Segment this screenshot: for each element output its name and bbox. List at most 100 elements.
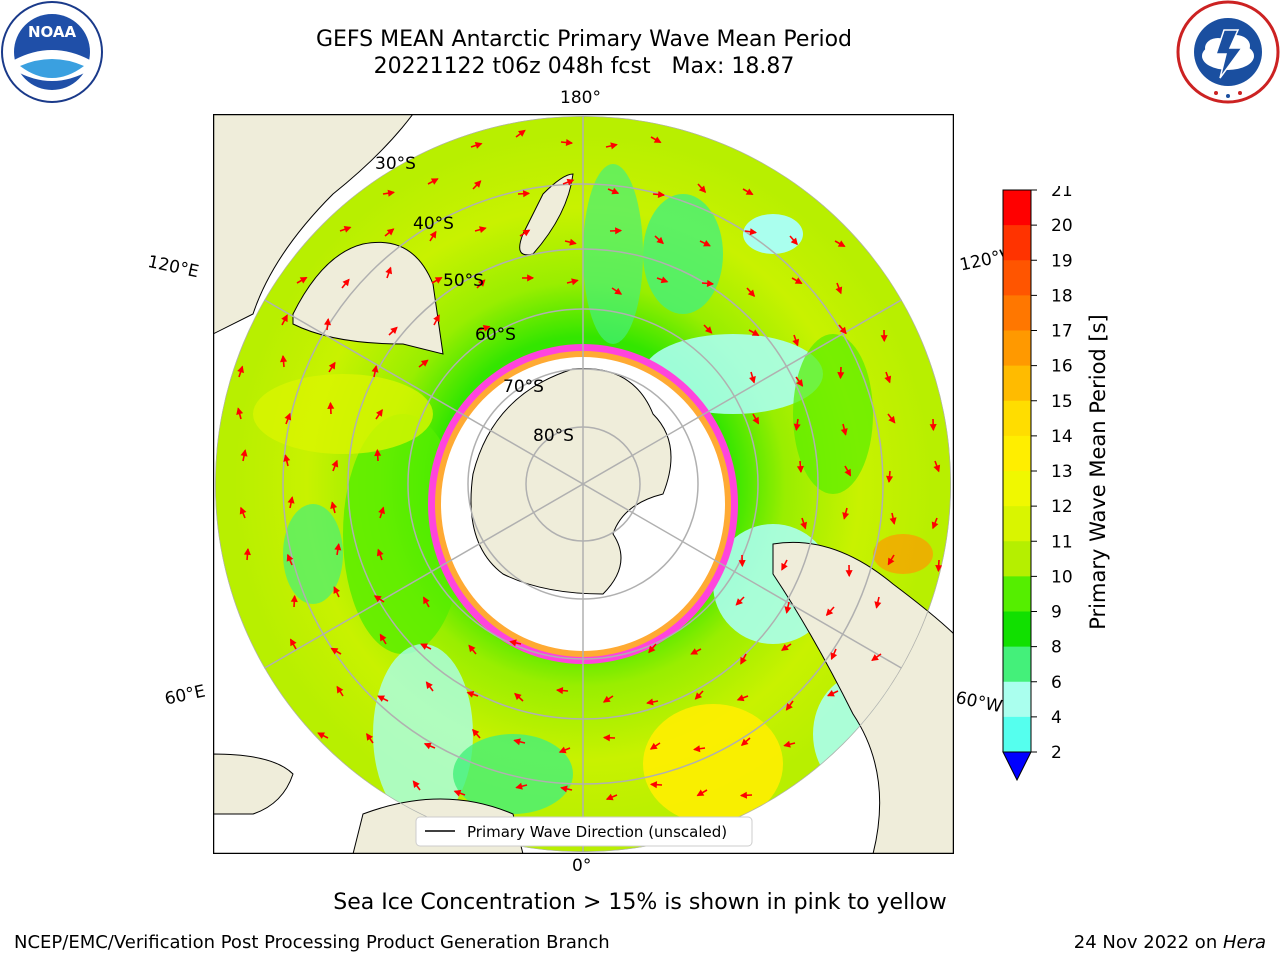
wave-arrow-head [385, 266, 393, 275]
wave-arrow-head [749, 375, 756, 384]
colorbar-segment [1003, 190, 1031, 226]
colorbar-segment [1003, 435, 1031, 472]
lat-label-60s: 60°S [475, 325, 516, 345]
wave-arrow-head [328, 361, 336, 370]
lat-label-80s: 80°S [533, 426, 574, 446]
wave-arrow-head [703, 240, 711, 247]
wave-arrow-head [386, 228, 395, 236]
wave-arrow-head [845, 570, 853, 578]
wave-arrow-head [425, 681, 433, 689]
wave-arrow-head [931, 521, 939, 530]
wave-arrow-head [434, 277, 443, 284]
wave-arrow-head [646, 698, 654, 706]
colorbar-segment [1003, 471, 1031, 507]
polar-map: 30°S 40°S 50°S 60°S 70°S 80°S Primary Wa… [213, 114, 954, 854]
wave-arrow-head [243, 547, 251, 556]
wave-arrow-head [569, 238, 577, 246]
wave-arrow-head [239, 506, 247, 515]
wave-arrow-head [423, 742, 432, 750]
wave-arrow-head [871, 654, 879, 662]
wave-arrow-head [555, 687, 564, 695]
wave-arrow-head [287, 496, 295, 504]
wave-arrow-head [377, 695, 385, 702]
wave-arrow-head [514, 692, 522, 701]
wave-arrow-head [933, 464, 941, 473]
wave-arrow-head [237, 365, 244, 374]
lat-label-70s: 70°S [503, 377, 544, 397]
wave-arrow-head [281, 314, 288, 323]
wave-arrow-head [515, 782, 523, 790]
wave-arrow-head [889, 517, 897, 525]
wave-arrow-head [518, 129, 526, 137]
lon-label-60e: 60°E [163, 681, 208, 710]
colorbar-segment [1003, 260, 1031, 296]
wave-arrow-head [792, 338, 800, 347]
wave-arrow-head [429, 230, 437, 239]
wave-arrow-head [888, 415, 896, 424]
colorbar-segment [1003, 365, 1031, 402]
wave-arrow-head [796, 465, 804, 474]
wave-arrow-head [781, 644, 789, 651]
wave-arrow-head [747, 289, 756, 297]
wave-arrow-head [929, 424, 937, 432]
wave-arrow-head [602, 695, 611, 703]
wave-arrow-head [366, 733, 373, 741]
chart-title: GEFS MEAN Antarctic Primary Wave Mean Pe… [315, 27, 853, 52]
sea-ice-note: Sea Ice Concentration > 15% is shown in … [333, 890, 947, 915]
wave-arrow-head [739, 791, 748, 799]
wave-arrow-head [453, 789, 462, 797]
wave-arrow-head [886, 475, 894, 484]
wave-arrow-head [283, 454, 291, 462]
colorbar-tick-label: 18 [1051, 286, 1073, 306]
lon-label-180: 180° [560, 88, 601, 108]
wave-arrow-head [825, 608, 834, 616]
wave-arrow-head [887, 557, 895, 566]
colorbar-tick-label: 6 [1051, 673, 1062, 693]
wave-arrow-head [466, 690, 475, 698]
wave-arrow-head [602, 734, 610, 742]
colorbar-extend-arrow [1002, 751, 1032, 782]
wave-arrow-head [705, 326, 713, 334]
wave-arrow-head [935, 564, 943, 573]
wave-arrow-head [378, 506, 385, 515]
graticule [215, 116, 951, 852]
wave-arrow-head [657, 190, 666, 199]
wave-arrow-head [560, 785, 568, 793]
wave-arrow-head [333, 586, 340, 594]
noaa-logo: NOAA [1, 1, 103, 103]
wave-arrow-head [752, 416, 759, 425]
wave-arrow-head [790, 237, 798, 246]
wave-arrow-head [379, 633, 387, 642]
wave-arrow-head [420, 359, 429, 367]
wave-arrow-head [648, 645, 656, 654]
wave-arrow-head [513, 738, 521, 746]
wave-arrow-head [837, 371, 845, 380]
colorbar-tick-label: 11 [1051, 532, 1073, 552]
wave-arrow-head [286, 553, 294, 562]
colorbar-segment [1003, 716, 1031, 753]
wave-arrow-head [839, 326, 847, 335]
wave-arrow-head [430, 178, 439, 185]
wave-arrow-head [793, 423, 801, 431]
wave-arrow-head [740, 656, 747, 665]
colorbar-tick-label: 9 [1051, 603, 1062, 623]
wave-arrow-head [880, 335, 888, 343]
wave-arrow-head [781, 562, 788, 571]
lat-label-30s: 30°S [375, 154, 416, 174]
wave-arrow-head [566, 178, 575, 186]
wave-arrow-head [509, 639, 517, 647]
wave-arrow-head [336, 685, 344, 694]
wave-arrow-head [236, 407, 244, 415]
wave-arrow-head [482, 325, 491, 332]
footer-machine: Hera [1222, 932, 1266, 953]
wave-arrow-head [690, 648, 699, 655]
wave-arrow-head [656, 236, 664, 245]
wave-arrow-head [660, 276, 669, 284]
wave-arrow-head [649, 781, 658, 789]
wave-arrow-head [334, 543, 342, 551]
wave-arrow-head [565, 138, 574, 147]
wave-arrow-head [371, 365, 379, 373]
wave-arrow-head [749, 228, 757, 236]
wave-arrow-head [373, 595, 382, 603]
wave-arrow-head [796, 379, 804, 387]
